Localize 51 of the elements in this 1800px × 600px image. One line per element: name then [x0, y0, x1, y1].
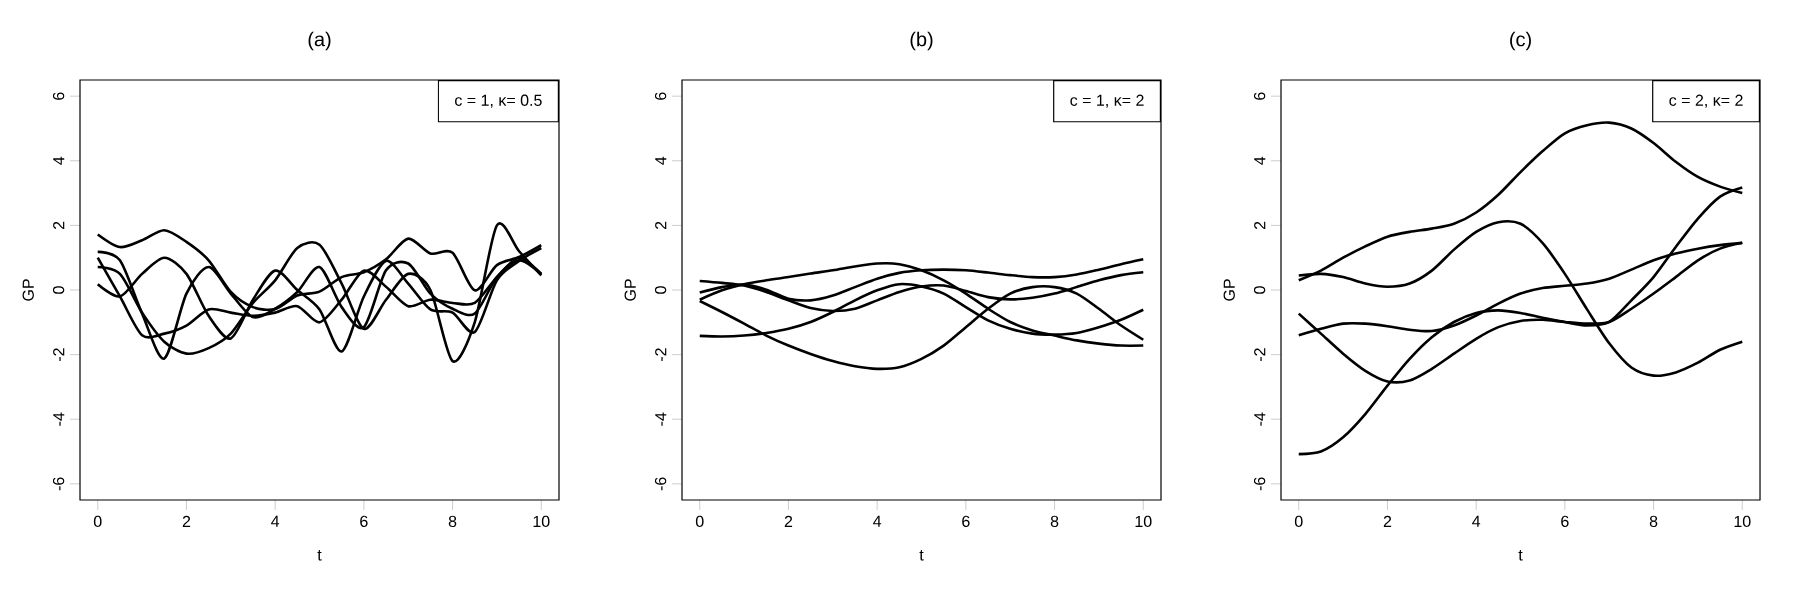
- x-tick-label: 6: [360, 515, 368, 528]
- y-axis-title: GP: [1223, 279, 1235, 301]
- y-tick-label: 0: [654, 286, 667, 294]
- x-tick-label: 4: [1472, 515, 1481, 527]
- y-tick-label: -2: [655, 348, 667, 362]
- annotation: c = 1, κ= 0.5: [455, 94, 542, 108]
- y-tick-label: 6: [52, 92, 65, 100]
- y-tick-label: -4: [655, 412, 667, 426]
- x-tick-label: 10: [533, 515, 550, 528]
- y-tick-label: -4: [1254, 412, 1266, 426]
- y-tick-label: -2: [1254, 348, 1266, 362]
- y-tick-label: 6: [1253, 92, 1266, 100]
- y-tick-label: -6: [52, 477, 65, 491]
- y-tick-label: 2: [655, 221, 667, 230]
- x-tick-label: 2: [182, 515, 191, 527]
- annotation: c = 1, κ= 2: [1070, 94, 1144, 108]
- x-tick-label: 6: [962, 515, 970, 528]
- x-tick-label: 8: [1050, 515, 1059, 528]
- x-tick-label: 0: [695, 515, 704, 528]
- y-tick-label: 6: [654, 92, 667, 100]
- y-axis-title: GP: [22, 279, 34, 301]
- chart-title: (b): [910, 31, 933, 51]
- x-axis-title: t: [919, 550, 924, 561]
- y-tick-label: 2: [1254, 221, 1266, 230]
- x-tick-label: 10: [1135, 515, 1152, 528]
- x-tick-label: 4: [873, 515, 882, 527]
- y-tick-label: 4: [1254, 156, 1266, 165]
- annotation: c = 2, κ= 2: [1669, 94, 1743, 108]
- y-tick-label: 4: [655, 156, 667, 165]
- y-tick-label: -6: [654, 477, 667, 491]
- y-axis-title: GP: [624, 279, 636, 301]
- y-tick-label: 4: [53, 156, 65, 165]
- x-tick-label: 8: [448, 515, 457, 528]
- y-tick-label: 2: [53, 221, 65, 230]
- x-axis-title: t: [1518, 550, 1523, 561]
- x-tick-label: 0: [93, 515, 102, 528]
- x-tick-label: 6: [1561, 515, 1569, 528]
- chart-title: (a): [308, 31, 331, 51]
- x-tick-label: 2: [1383, 515, 1392, 527]
- x-tick-label: 4: [271, 515, 280, 527]
- x-tick-label: 2: [784, 515, 793, 527]
- y-tick-label: -4: [53, 412, 65, 426]
- y-tick-label: 0: [1253, 286, 1266, 294]
- y-tick-label: -6: [1253, 477, 1266, 491]
- x-axis-title: t: [317, 550, 322, 561]
- y-tick-label: 0: [52, 286, 65, 294]
- chart-title: (c): [1510, 31, 1531, 51]
- x-tick-label: 0: [1294, 515, 1303, 528]
- y-tick-label: -2: [53, 348, 65, 362]
- x-tick-label: 8: [1649, 515, 1658, 528]
- x-tick-label: 10: [1734, 515, 1751, 528]
